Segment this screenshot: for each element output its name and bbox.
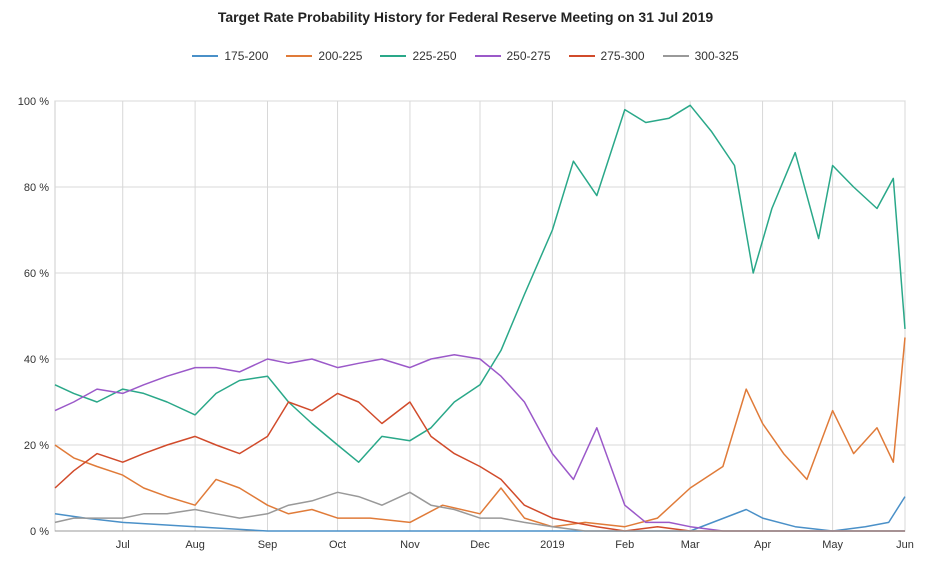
legend-label: 175-200 (224, 49, 269, 63)
series-line-275-300 (54, 392, 905, 532)
legend-label: 275-300 (600, 49, 645, 63)
y-tick-label: 80 % (24, 182, 49, 194)
x-tick-label: Oct (329, 539, 346, 551)
legend-item-225-250[interactable]: 225-250 (380, 49, 457, 63)
x-tick-label: Nov (400, 539, 420, 551)
legend-item-200-225[interactable]: 200-225 (286, 49, 362, 63)
x-tick-label: Jul (116, 539, 130, 551)
series-line-300-325 (54, 491, 905, 532)
legend-item-300-325[interactable]: 300-325 (662, 49, 739, 63)
legend-swatch (568, 55, 595, 57)
x-tick-label: Sep (258, 539, 278, 551)
legend-swatch (380, 55, 407, 57)
legend-swatch (286, 55, 313, 57)
legend-item-175-200[interactable]: 175-200 (192, 49, 268, 63)
legend-item-250-275[interactable]: 250-275 (474, 49, 551, 63)
series-line-250-275 (54, 353, 905, 532)
legend-swatch (662, 55, 689, 57)
legend-swatch (192, 55, 219, 57)
y-tick-label: 40 % (24, 354, 49, 366)
legend-item-275-300[interactable]: 275-300 (568, 49, 645, 63)
x-tick-label: May (822, 539, 843, 551)
x-tick-label: Apr (754, 539, 771, 551)
x-tick-label: Jun (896, 539, 914, 551)
series-line-200-225 (54, 337, 906, 528)
y-tick-label: 0 % (30, 526, 49, 538)
y-tick-label: 60 % (24, 268, 49, 280)
x-tick-label: 2019 (540, 539, 564, 551)
legend-label: 225-250 (412, 49, 457, 63)
y-tick-label: 20 % (24, 440, 49, 452)
chart-legend: 175-200 200-225 225-250 250-275 275-300 … (0, 49, 931, 63)
x-tick-label: Aug (185, 539, 205, 551)
legend-swatch (474, 55, 501, 57)
y-tick-label: 100 % (18, 96, 49, 108)
x-tick-label: Dec (470, 539, 490, 551)
series-line-225-250 (54, 104, 906, 463)
legend-label: 300-325 (694, 49, 739, 63)
legend-label: 250-275 (506, 49, 551, 63)
x-tick-label: Mar (681, 539, 700, 551)
chart-title: Target Rate Probability History for Fede… (217, 9, 714, 25)
x-tick-label: Feb (615, 539, 634, 551)
legend-label: 200-225 (318, 49, 363, 63)
